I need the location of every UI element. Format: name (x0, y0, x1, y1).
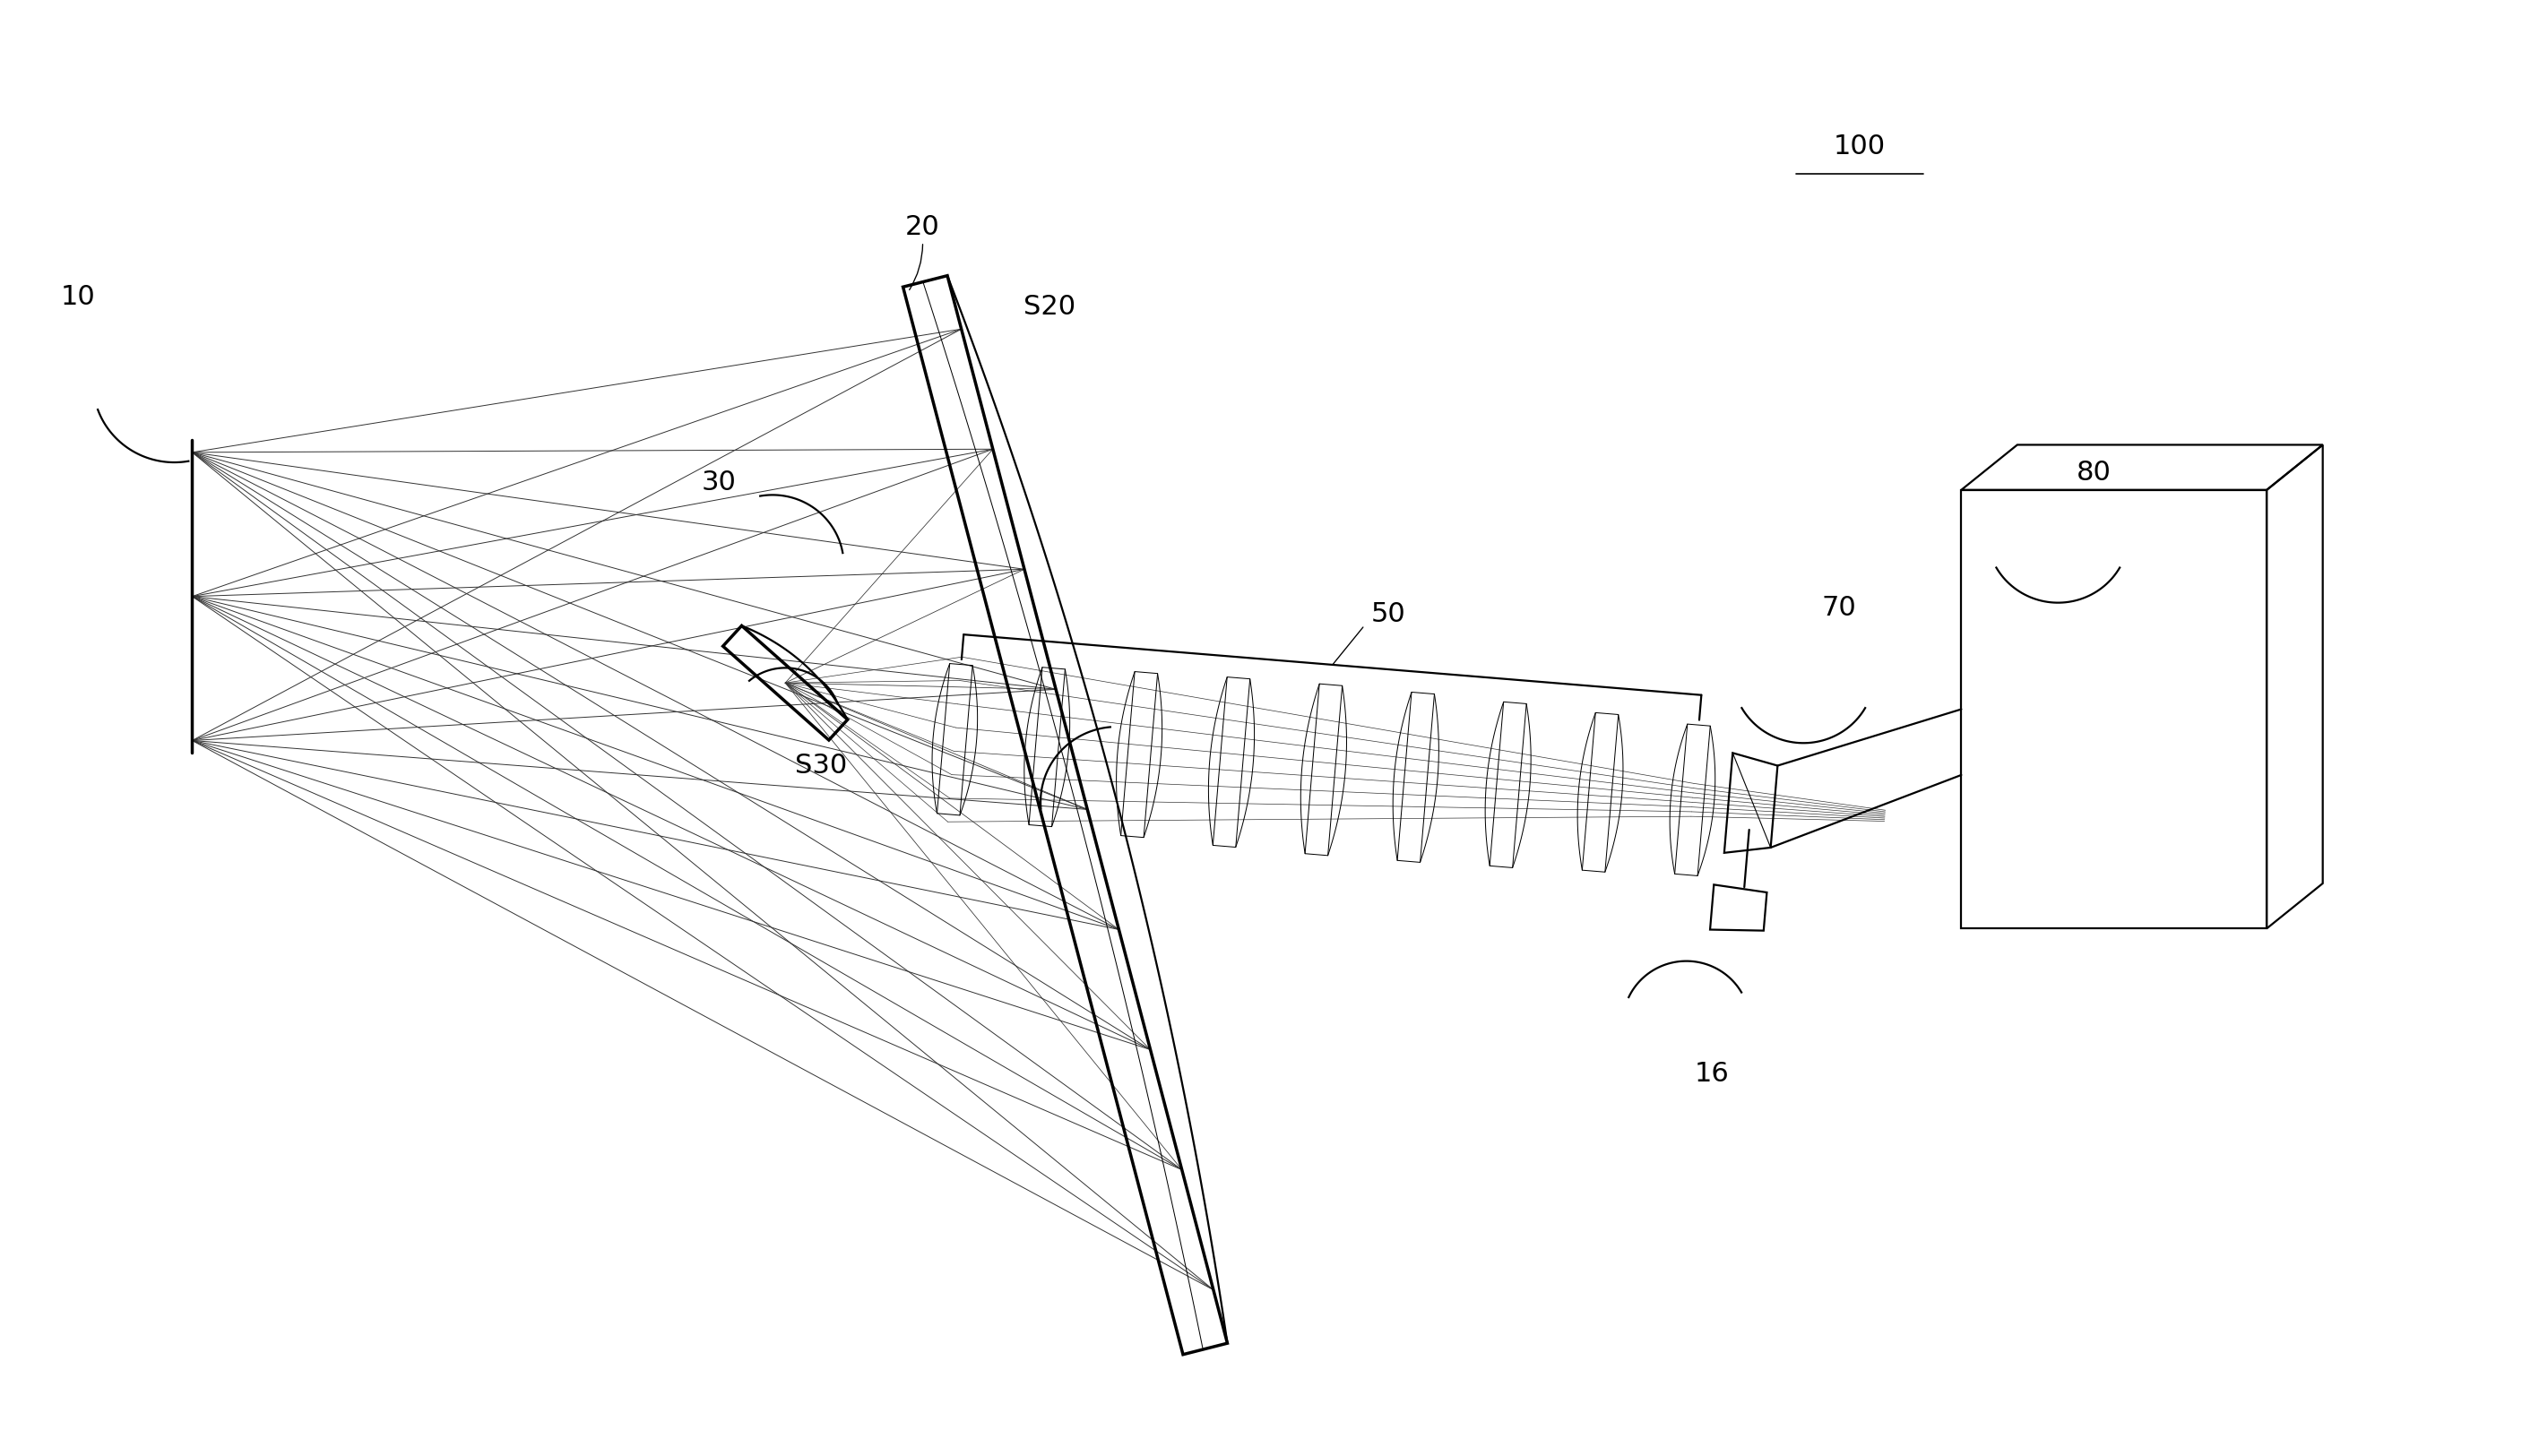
Text: 30: 30 (701, 469, 736, 495)
Text: S20: S20 (1024, 294, 1075, 320)
Text: 70: 70 (1822, 594, 1857, 620)
Text: 20: 20 (905, 214, 940, 240)
Text: 16: 16 (1694, 1061, 1730, 1086)
Text: S30: S30 (795, 753, 846, 779)
Text: 100: 100 (1835, 134, 1886, 160)
Text: 10: 10 (61, 284, 94, 310)
Text: 50: 50 (1371, 601, 1406, 628)
Text: 80: 80 (2077, 460, 2112, 485)
